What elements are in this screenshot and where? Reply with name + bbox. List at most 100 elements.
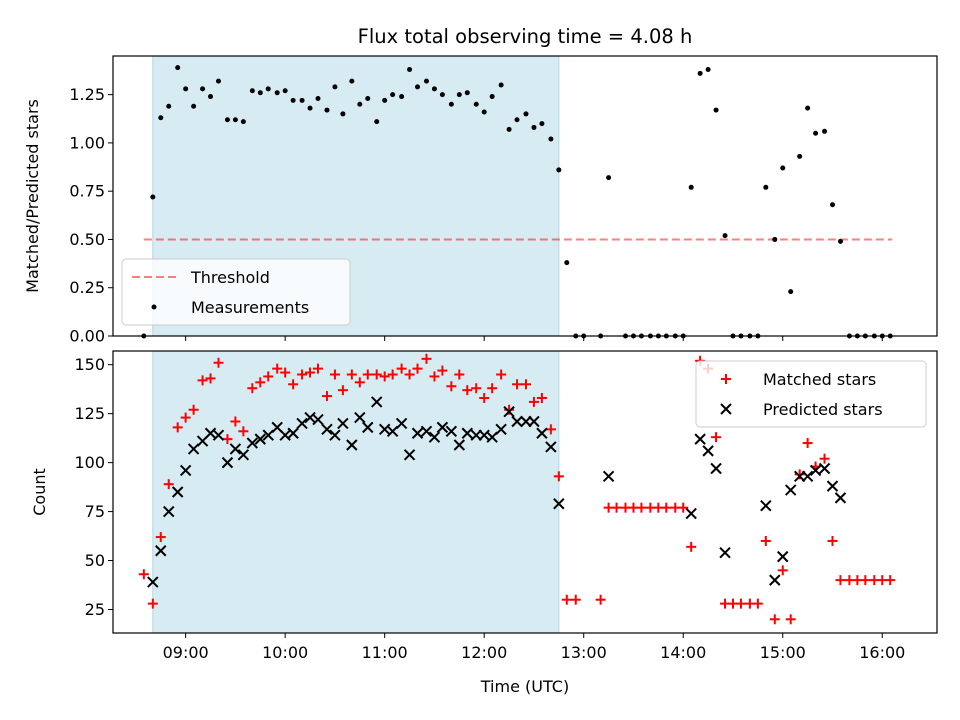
measurement-point bbox=[200, 86, 206, 92]
matched-star-point bbox=[404, 369, 415, 380]
predicted-star-point bbox=[163, 505, 175, 518]
legend-threshold-label: Threshold bbox=[190, 268, 270, 287]
predicted-star-point bbox=[818, 462, 831, 475]
measurement-point bbox=[481, 109, 487, 115]
matched-star-point bbox=[437, 365, 448, 376]
measurement-point bbox=[788, 289, 794, 295]
measurement-point bbox=[464, 90, 470, 96]
predicted-star-point bbox=[155, 545, 167, 557]
matched-star-point bbox=[197, 375, 208, 386]
predicted-star-point bbox=[809, 464, 822, 477]
measurement-point bbox=[257, 90, 263, 96]
measurement-point bbox=[431, 86, 437, 92]
count-x-tick-label: 11:00 bbox=[362, 643, 408, 662]
predicted-star-point bbox=[296, 417, 308, 430]
predicted-star-point bbox=[461, 427, 473, 439]
marker-stroke-b bbox=[719, 547, 731, 559]
marker-stroke-b bbox=[221, 456, 234, 469]
matched-star-point bbox=[205, 373, 216, 384]
ratio-y-tick-label: 0.00 bbox=[69, 327, 105, 346]
matched-star-point bbox=[155, 532, 166, 543]
predicted-star-point bbox=[685, 507, 697, 520]
measurement-point bbox=[456, 92, 462, 98]
marker-stroke-b bbox=[420, 425, 433, 437]
measurement-point bbox=[448, 101, 454, 107]
measurement-point bbox=[290, 97, 296, 103]
measurement-point bbox=[837, 238, 843, 244]
measurement-point bbox=[805, 105, 811, 111]
legend-measurements-swatch bbox=[151, 304, 157, 310]
matched-star-point bbox=[255, 377, 266, 388]
predicted-star-point bbox=[171, 486, 184, 498]
matched-star-point bbox=[387, 369, 398, 380]
predicted-star-point bbox=[371, 396, 383, 408]
predicted-star-point bbox=[262, 429, 274, 441]
matched-star-point bbox=[471, 383, 482, 394]
count-shaded-span bbox=[152, 351, 559, 633]
predicted-star-point bbox=[386, 425, 399, 437]
ratio-y-tick-label: 0.75 bbox=[69, 182, 105, 201]
matched-star-point bbox=[827, 535, 838, 546]
measurement-point bbox=[506, 126, 512, 132]
predicted-star-point bbox=[337, 417, 349, 430]
predicted-star-point bbox=[453, 439, 466, 451]
measurement-point bbox=[780, 165, 786, 171]
matched-star-point bbox=[835, 575, 846, 586]
ratio-y-tick-label: 1.00 bbox=[69, 133, 105, 152]
matched-star-point bbox=[528, 396, 539, 407]
marker-stroke-b bbox=[453, 439, 466, 451]
matched-star-point bbox=[446, 381, 457, 392]
predicted-star-point bbox=[246, 437, 259, 449]
matched-star-point bbox=[711, 432, 722, 443]
matched-star-point bbox=[479, 393, 490, 403]
predicted-star-point bbox=[719, 547, 731, 559]
ratio-y-label: Matched/Predicted stars bbox=[23, 99, 42, 293]
measurement-point bbox=[166, 103, 172, 109]
predicted-star-point bbox=[187, 443, 200, 455]
measurement-point bbox=[299, 97, 305, 103]
measurement-point bbox=[415, 84, 421, 90]
measurement-point bbox=[399, 94, 405, 100]
measurement-point bbox=[265, 86, 271, 92]
matched-star-point bbox=[180, 412, 191, 423]
marker-stroke-b bbox=[155, 545, 167, 557]
legend-predicted-marker bbox=[720, 403, 732, 415]
measurement-point bbox=[365, 95, 371, 101]
measurement-point bbox=[722, 233, 728, 239]
marker-stroke-b bbox=[212, 429, 225, 441]
matched-star-point bbox=[802, 438, 813, 449]
marker-stroke-b bbox=[386, 425, 399, 437]
measurement-point bbox=[813, 130, 819, 136]
count-x-tick-label: 13:00 bbox=[561, 643, 607, 662]
predicted-star-point bbox=[694, 433, 706, 445]
predicted-star-point bbox=[179, 464, 192, 477]
measurement-point bbox=[315, 95, 321, 101]
marker-stroke-b bbox=[254, 433, 266, 445]
measurement-point bbox=[340, 111, 346, 117]
measurement-point bbox=[705, 67, 711, 73]
marker-stroke-b bbox=[511, 415, 523, 428]
predicted-star-point bbox=[354, 411, 366, 424]
matched-star-point bbox=[188, 404, 199, 415]
matched-star-point bbox=[288, 379, 299, 390]
marker-stroke-b bbox=[321, 423, 333, 436]
predicted-star-point bbox=[221, 456, 234, 469]
predicted-star-point bbox=[602, 470, 615, 483]
ratio-y-tick-label: 0.25 bbox=[69, 278, 105, 297]
marker-stroke-b bbox=[710, 462, 722, 475]
marker-stroke-b bbox=[777, 550, 789, 563]
predicted-star-point bbox=[395, 417, 408, 430]
marker-stroke-b bbox=[411, 427, 424, 439]
matched-star-point bbox=[421, 353, 432, 364]
marker-stroke-b bbox=[809, 464, 822, 477]
measurement-point bbox=[240, 119, 246, 125]
matched-star-point bbox=[520, 379, 531, 390]
chart-title: Flux total observing time = 4.08 h bbox=[358, 25, 693, 48]
predicted-star-point bbox=[769, 574, 781, 586]
matched-star-point bbox=[462, 385, 473, 396]
marker-stroke-b bbox=[262, 429, 274, 441]
matched-star-point bbox=[337, 385, 348, 396]
marker-stroke-b bbox=[296, 417, 308, 430]
matched-star-point bbox=[230, 416, 241, 427]
